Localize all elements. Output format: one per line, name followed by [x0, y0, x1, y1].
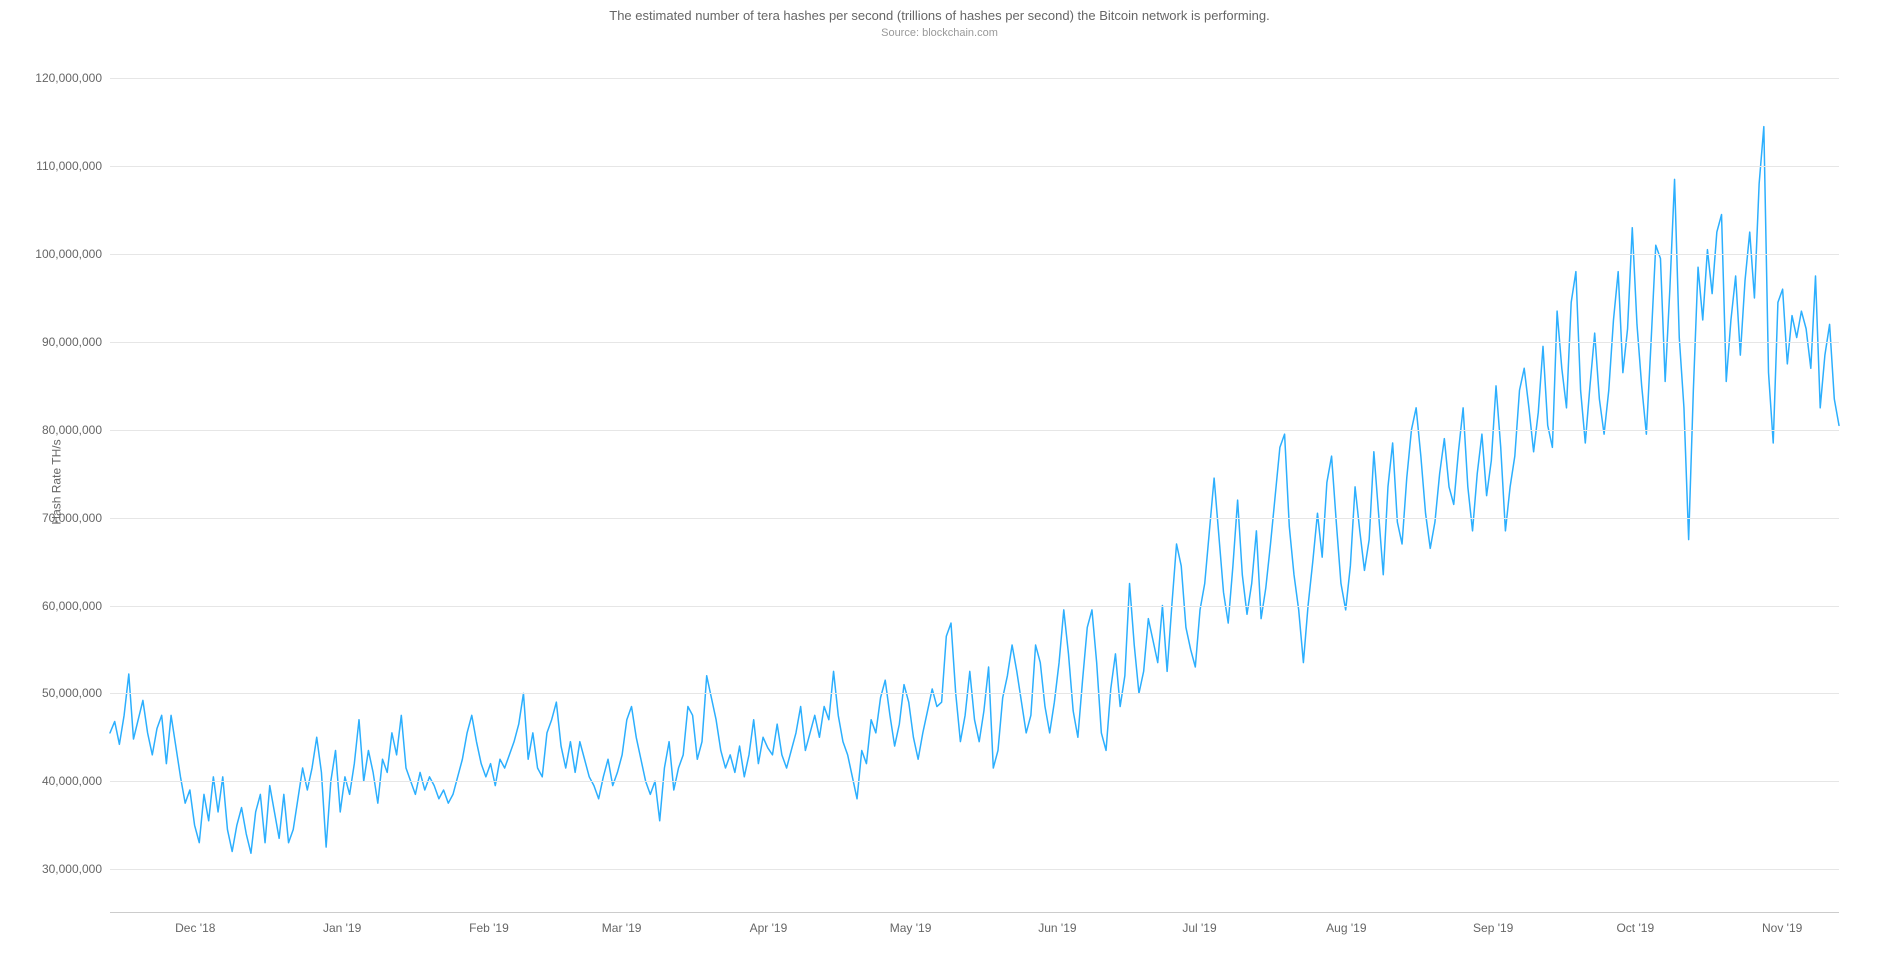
grid-line	[110, 342, 1839, 343]
x-tick-label: Jan '19	[323, 921, 361, 935]
x-tick-label: Apr '19	[750, 921, 788, 935]
grid-line	[110, 78, 1839, 79]
y-tick-label: 30,000,000	[42, 862, 102, 876]
x-tick-label: Nov '19	[1762, 921, 1802, 935]
y-tick-label: 60,000,000	[42, 599, 102, 613]
grid-line	[110, 166, 1839, 167]
x-tick-label: Feb '19	[469, 921, 509, 935]
chart-subtitle: Source: blockchain.com	[0, 23, 1879, 39]
grid-line	[110, 518, 1839, 519]
plot-area: 30,000,00040,000,00050,000,00060,000,000…	[110, 52, 1839, 913]
y-tick-label: 120,000,000	[35, 71, 102, 85]
hash-rate-chart: The estimated number of tera hashes per …	[0, 0, 1879, 963]
x-tick-label: Jul '19	[1182, 921, 1216, 935]
y-tick-label: 80,000,000	[42, 423, 102, 437]
y-tick-label: 40,000,000	[42, 774, 102, 788]
chart-title: The estimated number of tera hashes per …	[0, 0, 1879, 23]
x-tick-label: Jun '19	[1038, 921, 1076, 935]
y-tick-label: 100,000,000	[35, 247, 102, 261]
y-tick-label: 90,000,000	[42, 335, 102, 349]
x-tick-label: Mar '19	[602, 921, 642, 935]
grid-line	[110, 606, 1839, 607]
y-tick-label: 70,000,000	[42, 511, 102, 525]
grid-line	[110, 781, 1839, 782]
grid-line	[110, 430, 1839, 431]
grid-line	[110, 869, 1839, 870]
y-tick-label: 110,000,000	[36, 159, 102, 173]
x-tick-label: Aug '19	[1326, 921, 1366, 935]
grid-line	[110, 254, 1839, 255]
hash-rate-line	[110, 127, 1839, 854]
x-axis-baseline	[110, 912, 1839, 913]
x-tick-label: Sep '19	[1473, 921, 1513, 935]
grid-line	[110, 693, 1839, 694]
y-tick-label: 50,000,000	[42, 686, 102, 700]
x-tick-label: May '19	[890, 921, 932, 935]
line-series-svg	[110, 52, 1839, 913]
x-tick-label: Oct '19	[1616, 921, 1654, 935]
x-tick-label: Dec '18	[175, 921, 215, 935]
